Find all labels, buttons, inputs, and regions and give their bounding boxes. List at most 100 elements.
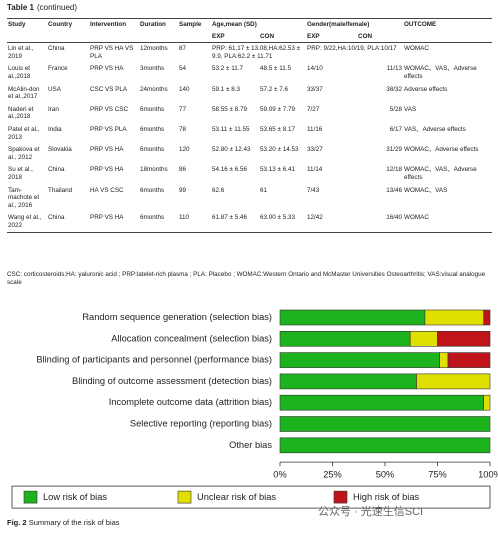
table-row: Louis et al.,2018 France PRP VS HA 3months 5… (7, 63, 492, 83)
table-cell: France (48, 65, 68, 73)
table-cell: 58.55 ± 8.79 (212, 105, 247, 113)
table-cell: Adverse effects (404, 85, 448, 93)
table-row: Spakova et al., 2012 Slovakia PRP VS HA 6mo… (7, 144, 492, 164)
table-row: Wang et al., 2022 China PRP VS HA 6months 11… (7, 212, 493, 234)
category-label: Random sequence generation (selection bi… (82, 312, 272, 322)
table-cell: 54.16 ± 6.56 (212, 166, 247, 174)
table-cell: 33/37 (307, 85, 323, 93)
table-cell: 6months (140, 186, 165, 194)
bar-segment (483, 394, 491, 411)
table-cell: 11/16 (307, 125, 323, 133)
bar-segment (409, 330, 438, 347)
bar-segment (447, 352, 491, 368)
table-row: Su et al., 2018 China PRP VS HA 18months 86 5… (7, 164, 492, 184)
bar-segment (416, 373, 491, 390)
x-tick-label: 25% (323, 470, 342, 480)
table-cell: PRP: 9/22,HA:10/19, PLA:10/17 (307, 45, 397, 53)
table-cell: 63.00 ± 5.33 (259, 212, 307, 234)
table-cell: China (47, 212, 89, 234)
table-cell: China (48, 166, 65, 174)
table-cell: Su et al., 2018 (8, 166, 33, 181)
col-header: Duration (139, 17, 178, 31)
table-cell: USA (48, 85, 61, 93)
table-cell: Louis et al.,2018 (8, 65, 31, 80)
table-cell: PRP VS HA VS PLA (90, 45, 134, 60)
table-cell: 59.09 ± 7.79 (260, 105, 295, 113)
table-row: Tam-machote et al., 2016 Thailand HA VS CS… (7, 185, 492, 213)
category-label: Selective reporting (reporting bias) (130, 418, 272, 428)
table-cell: 48.5 ± 11.5 (260, 65, 291, 73)
bar-segment (279, 437, 491, 454)
table-cell: McAlin-don et al.,2017 (8, 85, 40, 101)
col-header: Gender(male/female) (306, 17, 404, 31)
col-header: Age,mean (SD) (211, 17, 307, 31)
table-cell: PRP: 61.17 ± 13.08,HA:62.53 ± 9.9, PLA:6… (212, 45, 301, 60)
table-cell: PRP VS PLA (90, 125, 127, 133)
table-cell: 57.2 ± 7.6 (260, 85, 288, 93)
bar-segment (279, 373, 417, 390)
table-cell: PRP VS HA (90, 65, 124, 73)
table-cell: 5/28 (389, 105, 403, 113)
table-cell: 12/18 (386, 166, 403, 174)
table-cell: Wang et al., 2022 (7, 212, 47, 234)
category-label: Other bias (229, 440, 272, 450)
x-tick-label: 100% (478, 470, 498, 480)
table-cell: 110 (178, 212, 211, 234)
table-cell: PRP VS HA (90, 166, 124, 174)
table-cell: 140 (179, 85, 190, 93)
table-cell: VAS (404, 105, 417, 113)
table-cell: 53.2 ± 11.7 (212, 65, 243, 73)
table-cell: 6/17 (389, 125, 403, 133)
watermark: 公众号 · 光速生信SCI (318, 506, 424, 518)
table-cell: Iran (48, 105, 59, 113)
table-cell: 86 (179, 166, 187, 174)
category-label: Allocation concealment (selection bias) (111, 333, 272, 343)
category-label: Incomplete outcome data (attrition bias) (109, 397, 272, 407)
bar-segment (483, 309, 491, 326)
table-cell: 11/14 (307, 166, 323, 174)
table-cell: 62.6 (212, 186, 225, 194)
table-cell: 14/10 (307, 65, 323, 73)
table-title: Table 1 (continued) (7, 3, 77, 12)
table-cell: 77 (179, 105, 187, 113)
legend-box (11, 485, 491, 509)
sub-header: EXP (306, 30, 358, 44)
category-label: Blinding of outcome assessment (detectio… (72, 376, 272, 386)
table-cell: 12months (140, 45, 168, 53)
table-cell: 24months (140, 85, 168, 93)
table-cell: CSC VS PLA (90, 85, 128, 93)
table-note: (continued) (36, 3, 78, 12)
bar-segment (424, 309, 484, 326)
sub-header: CON (259, 30, 307, 44)
bar-segment (279, 309, 426, 326)
bar-segment (437, 330, 491, 347)
legend-swatch (177, 490, 192, 504)
figure-text: Summary of the risk of bias (28, 518, 120, 527)
table-row: Naderi et al.,2018 Iran PRP VS CSC 6months 7… (7, 104, 492, 124)
table-cell: 38/32 (386, 85, 403, 93)
table-cell: 99 (179, 186, 187, 194)
table-cell: 11/13 (386, 65, 403, 73)
table-cell: 16/40 (357, 212, 404, 234)
table-footnote: CSC: corticosteroids;HA: yaluronic acid … (7, 271, 486, 286)
table-body: Lin et al., 2019 China PRP VS HA VS PLA 12m… (7, 43, 493, 234)
col-header: Intervention (89, 17, 139, 31)
table-cell: 13/46 (386, 186, 403, 194)
table-row: McAlin-don et al.,2017 USA CSC VS PLA 24mon… (7, 84, 492, 104)
legend-label: Low risk of bias (43, 492, 107, 502)
table-cell: 53.13 ± 6.41 (260, 166, 295, 174)
table-cell: WOMAC、VAS (404, 186, 448, 194)
table-cell: Spakova et al., 2012 (8, 146, 40, 161)
x-tick-label: 50% (376, 470, 395, 480)
table-cell: WOMAC (403, 212, 493, 234)
table-cell: 78 (179, 125, 187, 133)
bar-segment (279, 330, 411, 347)
table-cell: PRP VS CSC (90, 105, 129, 113)
table-cell: WOMAC、Adverse effects (404, 146, 479, 154)
table-cell: 59.1 ± 8.3 (212, 85, 240, 93)
table-cell: Thailand (48, 186, 73, 194)
col-header: Study (7, 17, 47, 31)
table-cell: 61.87 ± 5.46 (211, 212, 259, 234)
table-cell: 31/29 (386, 146, 403, 154)
table-cell: 6months (140, 146, 165, 154)
